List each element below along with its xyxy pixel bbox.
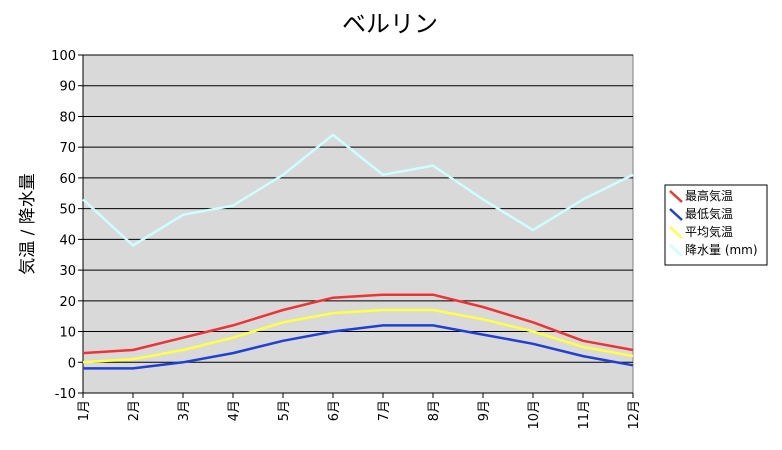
x-tick-label: 10月: [527, 400, 542, 430]
legend-box: [664, 184, 768, 266]
legend-label-0: 最高気温: [685, 188, 733, 203]
x-tick-label: 6月: [327, 400, 342, 421]
y-tick-label: 30: [59, 264, 76, 279]
x-tick-label: 8月: [427, 400, 442, 421]
chart-title: ベルリン: [342, 10, 438, 38]
y-tick-label: 40: [59, 233, 76, 248]
x-tick-label: 5月: [277, 400, 292, 421]
y-axis-ticks: -10 0 10 20 30 40 50 60 70 80 90 100: [51, 49, 633, 402]
series-line-1: [83, 324, 634, 370]
x-axis-ticks: 1月 2月 3月 4月 5月 6月 7月 8月 9月 10月 11月 12月: [77, 393, 642, 430]
x-tick-label: 11月: [577, 400, 592, 430]
x-tick-label: 7月: [377, 400, 392, 421]
legend-swatch-3: [669, 244, 683, 257]
y-tick-label: 90: [59, 80, 76, 95]
x-tick-label: 12月: [627, 400, 642, 430]
legend-label-3: 降水量 (mm): [685, 243, 758, 257]
y-tick-label: -10: [55, 387, 76, 402]
y-tick-label: 80: [59, 110, 76, 125]
legend-swatch-0: [669, 190, 683, 203]
series-line-2: [82, 308, 634, 364]
x-tick-label: 1月: [77, 400, 92, 421]
y-tick-label: 10: [59, 326, 76, 341]
x-tick-label: 3月: [177, 400, 192, 421]
y-tick-label: 100: [51, 49, 76, 64]
legend-swatch-2: [669, 226, 683, 239]
x-tick-label: 9月: [477, 400, 492, 421]
x-tick-label: 4月: [227, 400, 242, 421]
y-tick-label: 50: [59, 203, 76, 218]
series-lines: [82, 133, 634, 370]
x-tick-label: 2月: [127, 400, 142, 421]
y-tick-label: 20: [59, 295, 76, 310]
legend-label-1: 最低気温: [685, 206, 733, 221]
legend-label-2: 平均気温: [685, 224, 733, 239]
y-tick-label: 60: [59, 172, 76, 187]
y-tick-label: 70: [59, 141, 76, 156]
y-tick-label: 0: [68, 356, 76, 371]
series-line-0: [82, 293, 634, 355]
y-axis-label: 気温 / 降水量: [18, 173, 38, 275]
legend-swatch-1: [669, 208, 683, 221]
series-line-3: [82, 133, 634, 247]
